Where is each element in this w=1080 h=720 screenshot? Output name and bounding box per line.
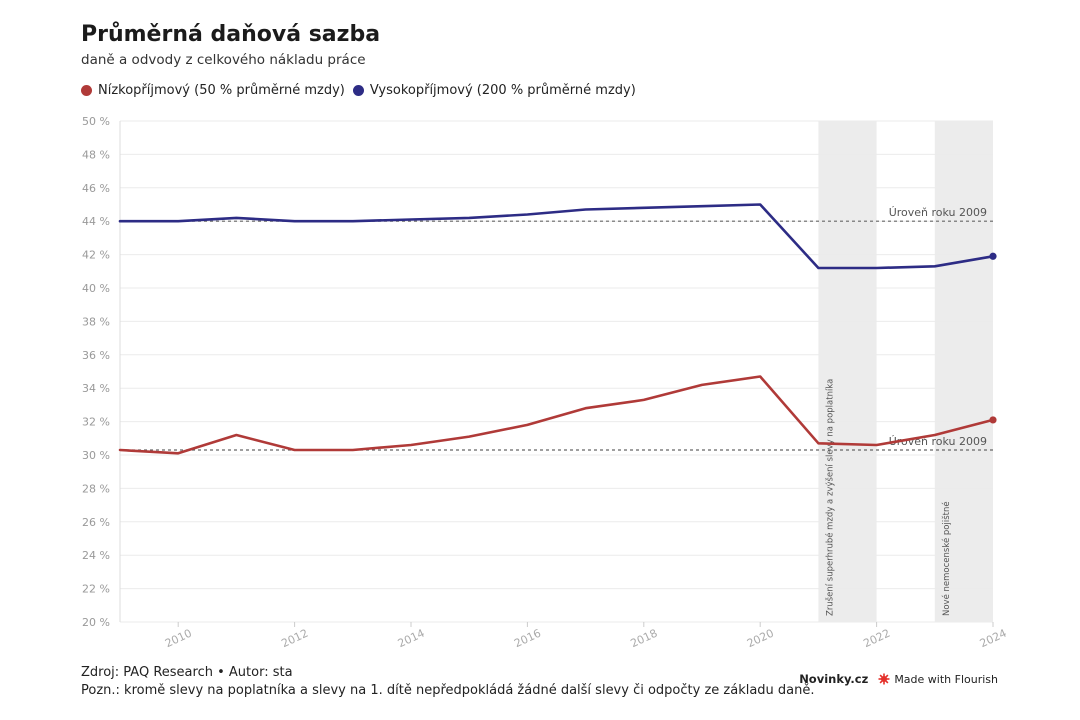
note-text: Pozn.: kromě slevy na poplatníka a slevy… xyxy=(81,683,815,698)
y-tick-label: 36 % xyxy=(82,349,110,362)
footer: Zdroj: PAQ Research • Autor: sta Pozn.: … xyxy=(81,664,815,700)
legend: Nízkopříjmový (50 % průměrné mzdy) Vysok… xyxy=(81,83,636,98)
y-tick-label: 42 % xyxy=(82,249,110,262)
series-end-point-1 xyxy=(989,252,997,260)
chart-subtitle: daně a odvody z celkového nákladu práce xyxy=(81,52,366,68)
legend-swatch-low-income xyxy=(81,85,92,96)
reference-label-0: Úroveň roku 2009 xyxy=(889,206,987,219)
x-tick-label: 2020 xyxy=(745,627,776,651)
chart-title: Průměrná daňová sazba xyxy=(81,22,381,47)
y-tick-label: 30 % xyxy=(82,449,110,462)
x-tick-label: 2016 xyxy=(512,627,543,651)
y-tick-label: 24 % xyxy=(82,549,110,562)
shaded-period-0 xyxy=(818,121,877,622)
x-tick-label: 2022 xyxy=(861,627,892,651)
x-tick-label: 2012 xyxy=(279,627,310,651)
y-tick-label: 40 % xyxy=(82,282,110,295)
legend-item-low-income[interactable]: Nízkopříjmový (50 % průměrné mzdy) xyxy=(81,83,345,98)
series-end-point-0 xyxy=(989,416,997,424)
legend-item-high-income[interactable]: Vysokopříjmový (200 % průměrné mzdy) xyxy=(352,83,636,98)
flourish-icon xyxy=(878,673,890,685)
y-tick-label: 22 % xyxy=(82,583,110,596)
flourish-credit[interactable]: Made with Flourish xyxy=(878,673,998,686)
x-tick-label: 2018 xyxy=(629,627,660,651)
y-tick-label: 48 % xyxy=(82,148,110,161)
y-tick-label: 26 % xyxy=(82,516,110,529)
x-tick-label: 2024 xyxy=(978,627,1009,651)
branding: Novinky.cz Made with Flourish xyxy=(799,672,998,686)
y-tick-label: 46 % xyxy=(82,182,110,195)
y-tick-label: 32 % xyxy=(82,416,110,429)
shaded-period-1 xyxy=(934,121,993,622)
series-line-0 xyxy=(118,375,995,455)
period-label-1: Nové nemocenské pojištné xyxy=(941,501,952,616)
period-label-0: Zrušení superhrubé mzdy a zvýšení slevy … xyxy=(824,379,835,616)
y-tick-label: 50 % xyxy=(82,115,110,128)
flourish-label: Made with Flourish xyxy=(894,672,998,686)
source-text: Zdroj: PAQ Research • Autor: sta xyxy=(81,665,293,680)
flourish-icon-core xyxy=(881,676,888,682)
legend-label-low-income: Nízkopříjmový (50 % průměrné mzdy) xyxy=(98,83,345,98)
y-tick-label: 28 % xyxy=(82,482,110,495)
x-tick-label: 2014 xyxy=(396,627,427,651)
legend-swatch-high-income xyxy=(352,85,364,96)
y-tick-label: 34 % xyxy=(82,382,110,395)
novinky-logo[interactable]: Novinky.cz xyxy=(799,672,869,686)
legend-label-high-income: Vysokopříjmový (200 % průměrné mzdy) xyxy=(369,83,636,98)
y-tick-label: 44 % xyxy=(82,215,110,228)
y-tick-label: 38 % xyxy=(82,315,110,328)
series-line-1 xyxy=(118,203,995,270)
y-tick-label: 20 % xyxy=(82,616,110,629)
x-tick-label: 2010 xyxy=(163,627,194,651)
